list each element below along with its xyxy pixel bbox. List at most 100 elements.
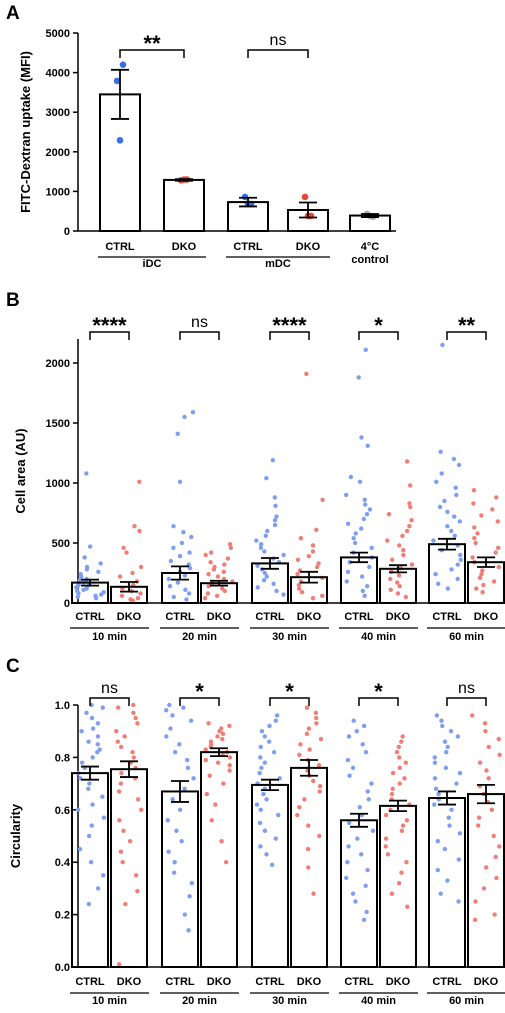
data-point: [190, 410, 196, 415]
data-point: [397, 781, 402, 786]
data-point: [343, 492, 349, 498]
data-point: [455, 734, 461, 739]
data-point: [135, 596, 141, 601]
data-point: [258, 744, 263, 750]
data-point: [264, 797, 269, 802]
data-point: [262, 549, 267, 554]
data-point: [365, 584, 370, 589]
category-label: DKO: [117, 611, 142, 623]
data-point: [101, 873, 106, 878]
data-point: [203, 552, 208, 558]
data-point: [350, 765, 356, 771]
data-point: [137, 479, 142, 484]
significance-label: *: [195, 679, 204, 704]
data-point: [447, 823, 452, 828]
data-point: [272, 522, 278, 528]
bar: [200, 751, 238, 968]
data-point: [451, 514, 457, 519]
panel-letter: B: [6, 290, 20, 311]
data-point: [87, 781, 92, 786]
data-point: [348, 474, 354, 480]
data-point: [320, 593, 325, 598]
data-point: [400, 823, 406, 828]
data-point: [306, 726, 312, 731]
data-point: [281, 552, 286, 558]
significance-label: *: [374, 679, 383, 704]
significance-bracket: [119, 49, 185, 58]
data-point: [114, 729, 119, 734]
group-label: mDC: [265, 258, 291, 270]
data-point: [130, 749, 135, 755]
data-point: [388, 587, 393, 592]
category-label: CTRL: [255, 976, 285, 988]
data-point: [306, 823, 311, 828]
data-point: [295, 557, 301, 562]
data-point: [171, 545, 176, 550]
data-point: [476, 823, 481, 828]
data-point: [270, 458, 276, 463]
data-point: [127, 839, 133, 844]
panel-c: C 0.0 0.2 0.4 0.6 0.8 1.0 Circularity CTRL DKO CTR…: [6, 656, 505, 1007]
data-point: [310, 596, 316, 601]
data-point: [356, 375, 361, 380]
data-point: [77, 578, 83, 583]
data-point: [223, 860, 229, 865]
data-point: [276, 812, 281, 818]
data-point: [203, 757, 208, 763]
data-point: [394, 749, 400, 755]
data-point: [182, 786, 187, 792]
data-point: [385, 852, 391, 857]
data-point: [214, 593, 220, 598]
group-label: iDC: [143, 258, 162, 270]
data-point: [395, 580, 400, 585]
data-point: [397, 765, 402, 771]
significance-bracket: [446, 331, 487, 340]
data-point: [442, 739, 448, 744]
data-point: [86, 786, 91, 792]
data-point: [474, 586, 479, 591]
data-point: [208, 550, 214, 555]
category-label: DKO: [474, 976, 499, 988]
data-point: [259, 765, 264, 771]
data-point: [88, 860, 94, 865]
data-point: [470, 555, 475, 560]
y-tick-label: 1500: [46, 418, 70, 430]
data-point: [456, 857, 462, 862]
data-point: [364, 909, 369, 915]
data-point: [264, 852, 269, 857]
data-point: [87, 544, 93, 549]
data-point: [131, 710, 136, 716]
data-point: [119, 61, 127, 68]
data-point: [271, 749, 277, 755]
data-point: [298, 536, 304, 541]
data-point: [491, 579, 497, 584]
category-label: CTRL: [255, 611, 285, 623]
data-point: [171, 594, 176, 600]
data-point: [207, 773, 212, 778]
data-point: [390, 770, 396, 776]
data-point: [302, 797, 307, 802]
data-point: [79, 760, 85, 765]
data-point: [305, 846, 311, 852]
data-point: [452, 533, 457, 538]
y-axis-label: Circularity: [8, 803, 23, 868]
data-point: [172, 860, 177, 865]
data-point: [355, 836, 360, 841]
data-point: [479, 572, 484, 577]
data-point: [445, 524, 450, 529]
group-label: 40 min: [361, 631, 396, 643]
group-label: 10 min: [92, 995, 127, 1007]
data-point: [189, 534, 194, 540]
data-point: [93, 596, 99, 601]
bar: [163, 178, 205, 232]
data-point: [361, 723, 367, 729]
data-point: [449, 528, 454, 534]
data-point: [90, 755, 95, 760]
category-label: CTRL: [75, 611, 105, 623]
data-point: [177, 554, 183, 559]
data-point: [496, 545, 501, 550]
data-point: [222, 588, 227, 594]
y-tick-label: 4000: [46, 68, 70, 80]
data-point: [306, 865, 311, 870]
data-point: [259, 729, 265, 734]
